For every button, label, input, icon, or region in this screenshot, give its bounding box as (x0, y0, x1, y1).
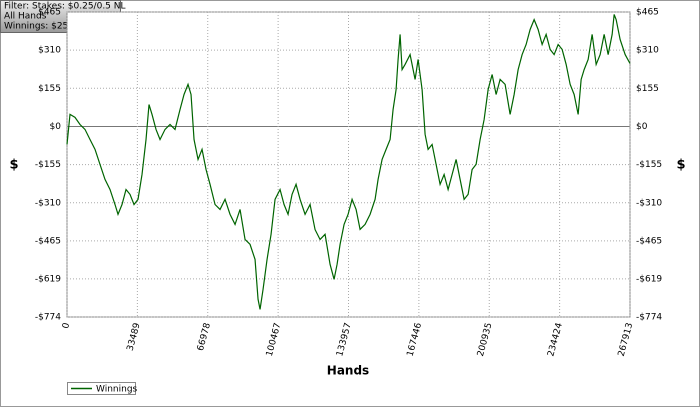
y2-tick-label: $0 (636, 122, 648, 132)
y-tick-label: -$310 (35, 198, 61, 208)
y2-tick-label: $465 (636, 8, 659, 18)
x-axis-label: Hands (327, 364, 369, 378)
legend-label: Winnings (96, 385, 138, 395)
y-tick-label: -$155 (35, 160, 61, 170)
y-tick-label: $0 (50, 122, 62, 132)
y-tick-label: -$619 (35, 274, 61, 284)
y-tick-label: $310 (38, 46, 61, 56)
y2-tick-label: -$155 (636, 160, 662, 170)
y2-tick-label: -$465 (636, 236, 662, 246)
y2-tick-label: $155 (636, 84, 659, 94)
x-tick-label: 0 (61, 322, 72, 330)
info-line: Filter: Stakes: $0.25/0.5 NL (4, 2, 126, 12)
y2-tick-label: -$774 (636, 313, 662, 323)
line (66, 14, 631, 310)
y-tick-label: $155 (38, 84, 61, 94)
y2-axis-label: $ (676, 158, 685, 173)
info-line: Winnings: $255.81 (4, 22, 88, 32)
y-tick-label: $465 (38, 8, 61, 18)
info-line: All Hands (4, 12, 47, 22)
y2-tick-label: -$619 (636, 274, 662, 284)
y-tick-label: -$465 (35, 236, 61, 246)
y-tick-label: -$774 (35, 313, 61, 323)
y2-tick-label: $310 (636, 46, 659, 56)
legend-box (67, 382, 136, 395)
y-axis-label: $ (9, 158, 18, 173)
y2-tick-label: -$310 (636, 198, 662, 208)
